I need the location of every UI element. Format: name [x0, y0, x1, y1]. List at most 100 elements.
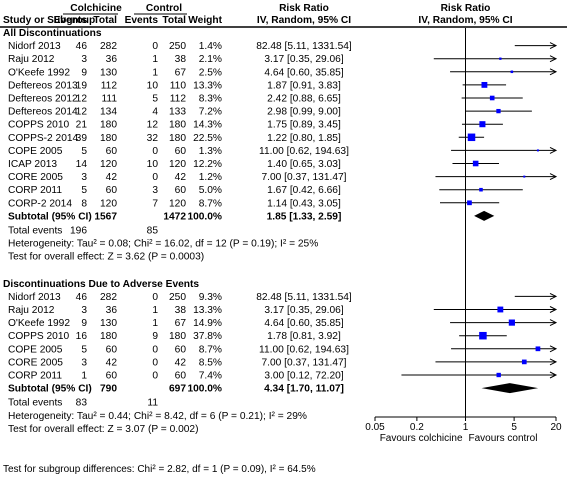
subgroup-1-study-12-events-colchicine: 5 [81, 185, 87, 196]
subgroup-2-study-6-ci-arrow-right [549, 358, 558, 366]
subgroup-1-study-10-events-colchicine: 14 [76, 159, 88, 170]
subgroup-2-study-3-total-control: 67 [175, 318, 187, 329]
subgroup-2-study-4-risk-ratio-ci: 1.78 [0.81, 3.92] [267, 331, 341, 342]
subgroup-2-subtotal-ci: 4.34 [1.70, 11.07] [264, 384, 344, 395]
subgroup-2-study-4-weight: 37.8% [193, 331, 222, 342]
subgroup-1-study-11-events-colchicine: 3 [81, 172, 87, 183]
subgroup-1-study-9-marker [536, 149, 539, 152]
subgroup-2-study-2-marker [497, 306, 504, 313]
subgroup-1-study-12-weight: 5.0% [199, 185, 222, 196]
subgroup-1-study-10-risk-ratio-ci: 1.40 [0.65, 3.03] [267, 159, 341, 170]
subgroup-1-study-2-weight: 2.1% [199, 54, 222, 65]
subgroup-2-study-2-risk-ratio-ci: 3.17 [0.35, 29.06] [264, 305, 343, 316]
subgroup-1-total-events-control: 85 [147, 226, 159, 237]
subgroup-2-study-4-events-colchicine: 16 [76, 331, 88, 342]
subgroup-differences-test: Test for subgroup differences: Chi² = 2.… [3, 464, 316, 475]
subgroup-2-study-4-name: COPPS 2010 [8, 331, 69, 342]
subgroup-2-study-1-events-colchicine: 46 [76, 292, 88, 303]
subgroup-1-study-7-risk-ratio-ci: 1.75 [0.89, 3.45] [267, 120, 341, 131]
subgroup-1-study-5-events-control: 5 [152, 94, 158, 105]
subgroup-1-study-8-risk-ratio-ci: 1.22 [0.80, 1.85] [267, 133, 341, 144]
subgroup-1-study-11-ci-arrow-right [549, 173, 558, 181]
subgroup-1-heterogeneity: Heterogeneity: Tau² = 0.08; Chi² = 16.02… [8, 239, 318, 250]
x-tick-label-2: 0.2 [410, 422, 424, 433]
subgroup-2-subtotal-total-control: 697 [169, 384, 186, 395]
subgroup-1-study-13-risk-ratio-ci: 1.14 [0.43, 3.05] [267, 198, 341, 209]
subgroup-2-study-2-total-control: 38 [175, 305, 187, 316]
subgroup-1-study-8-marker [467, 133, 476, 142]
subgroup-1-study-11-events-control: 0 [152, 172, 158, 183]
subgroup-1-study-6-total-colchicine: 134 [100, 107, 117, 118]
subgroup-1-subtotal-total-colchicine: 1567 [94, 211, 117, 222]
subgroup-1-subtotal-diamond [474, 210, 495, 221]
subgroup-2-study-4-total-colchicine: 180 [100, 331, 117, 342]
subgroup-2-study-7-risk-ratio-ci: 3.00 [0.12, 72.20] [264, 371, 343, 382]
subgroup-1-subtotal-ci: 1.85 [1.33, 2.59] [267, 211, 342, 222]
subgroup-2-total-events-colchicine: 83 [76, 398, 88, 409]
subgroup-1-study-2-marker [499, 57, 502, 60]
subgroup-1-study-2-events-colchicine: 3 [81, 54, 87, 65]
favours-left-label: Favours colchicine [380, 433, 463, 444]
subgroup-2-study-5-risk-ratio-ci: 11.00 [0.62, 194.63] [259, 344, 349, 355]
subgroup-1-study-10-marker [472, 160, 479, 167]
subgroup-2-study-1-events-control: 0 [152, 292, 158, 303]
subgroup-1-study-8-total-colchicine: 180 [100, 133, 117, 144]
subgroup-1-study-13-total-colchicine: 120 [100, 198, 117, 209]
subgroup-1-study-1-events-colchicine: 46 [76, 41, 88, 52]
subgroup-1-study-12-total-colchicine: 60 [106, 185, 118, 196]
subgroup-1-study-3-ci-arrow-right [549, 68, 558, 76]
subgroup-1-study-8-weight: 22.5% [193, 133, 222, 144]
subgroup-1-study-6-events-control: 4 [152, 107, 158, 118]
subgroup-1-study-9-total-control: 60 [175, 146, 187, 157]
subgroup-2-study-6-marker [521, 359, 527, 365]
subgroup-2-study-7-marker [496, 372, 501, 378]
header-group-control: Control [146, 3, 182, 14]
subgroup-2-study-3-total-colchicine: 130 [100, 318, 117, 329]
header-risk-ratio-right: Risk Ratio [441, 3, 491, 14]
subgroup-2-heterogeneity: Heterogeneity: Tau² = 0.44; Chi² = 8.42,… [8, 411, 307, 422]
subgroup-1-study-4-weight: 13.3% [193, 80, 222, 91]
favours-right-label: Favours control [469, 433, 538, 444]
subgroup-1-study-6-marker [496, 108, 501, 114]
subgroup-1-study-6-weight: 7.2% [199, 107, 222, 118]
subgroup-1-study-11-total-colchicine: 42 [106, 172, 118, 183]
subgroup-2-subtotal-label: Subtotal (95% CI) [8, 384, 92, 395]
subgroup-1-study-12-events-control: 3 [152, 185, 158, 196]
subgroup-2-study-7-ci-arrow-right [549, 371, 558, 379]
subgroup-1-study-4-events-control: 10 [147, 80, 159, 91]
subgroup-1-study-12-name: CORP 2011 [8, 185, 62, 196]
subgroup-1-study-13-weight: 8.7% [199, 198, 222, 209]
subgroup-2-study-2-weight: 13.3% [193, 305, 222, 316]
subgroup-1-total-events-label: Total events [8, 226, 62, 237]
subgroup-1-study-13-marker [467, 200, 472, 206]
subgroup-1-study-9-ci-arrow-right [549, 146, 558, 154]
subgroup-1-study-9-weight: 1.3% [199, 146, 222, 157]
subgroup-2-study-1-total-control: 250 [169, 292, 186, 303]
subgroup-2-overall-effect: Test for overall effect: Z = 3.07 (P = 0… [8, 424, 198, 435]
subgroup-2-study-7-total-control: 60 [175, 371, 187, 382]
subgroup-1-study-3-weight: 2.5% [199, 67, 222, 78]
subgroup-1-study-5-marker [489, 95, 495, 101]
header-total-colchicine: Total [93, 15, 117, 26]
subgroup-1-study-3-name: O'Keefe 1992 [8, 67, 70, 78]
subgroup-2-study-7-name: CORP 2011 [8, 371, 62, 382]
subgroup-1-study-9-name: COPE 2005 [8, 146, 63, 157]
subgroup-2-subtotal-diamond [481, 383, 539, 394]
x-tick-label-5: 20 [550, 422, 562, 433]
subgroup-1-total-events-colchicine: 196 [70, 226, 87, 237]
subgroup-2-study-1-weight: 9.3% [199, 292, 222, 303]
subgroup-1-subtotal-total-control: 1472 [163, 211, 186, 222]
subgroup-1-study-4-events-colchicine: 19 [76, 80, 88, 91]
subgroup-1-study-2-events-control: 1 [152, 54, 158, 65]
subgroup-2-study-3-ci-arrow-right [549, 319, 558, 327]
subgroup-1-study-7-marker [479, 121, 486, 128]
subgroup-2-study-5-events-control: 0 [152, 344, 158, 355]
subgroup-1-study-7-total-colchicine: 180 [100, 120, 117, 131]
subgroup-1-study-13-events-colchicine: 8 [81, 198, 87, 209]
subgroup-1-study-10-name: ICAP 2013 [8, 159, 57, 170]
subgroup-1-study-6-risk-ratio-ci: 2.98 [0.99, 9.00] [267, 107, 341, 118]
subgroup-1-study-8-events-control: 32 [147, 133, 159, 144]
x-tick-label-1: 0.05 [365, 422, 385, 433]
subgroup-1-study-5-name: Deftereos 2012 [8, 94, 78, 105]
subgroup-2-study-3-name: O'Keefe 1992 [8, 318, 70, 329]
